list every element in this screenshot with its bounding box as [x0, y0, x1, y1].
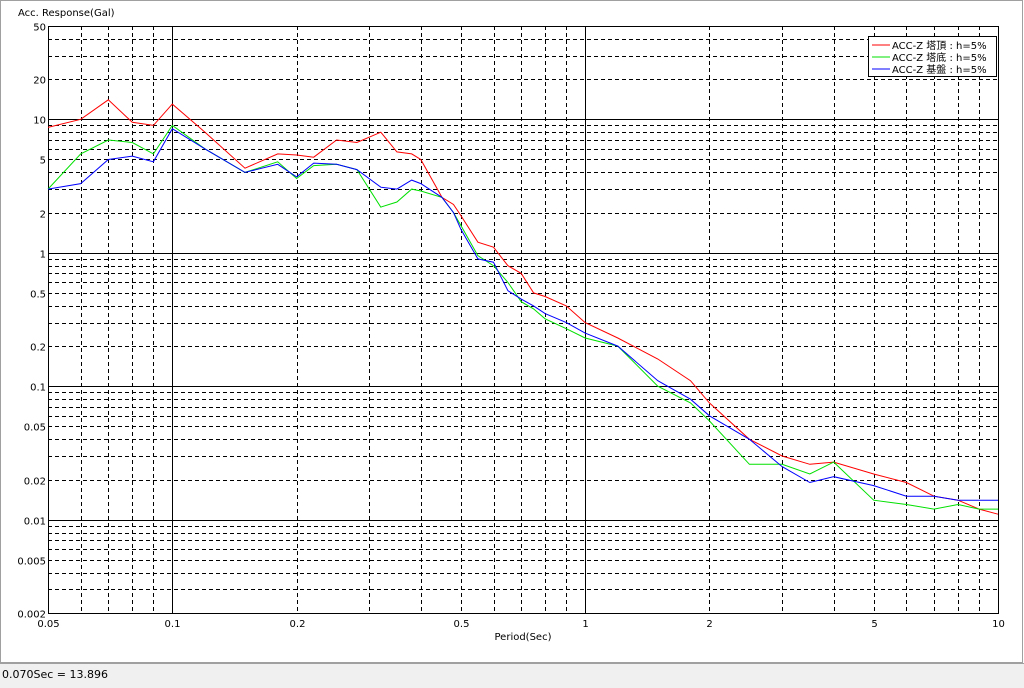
status-bar: 0.070Sec = 13.896: [0, 663, 1024, 688]
y-tick-label: 1: [40, 250, 46, 261]
y-tick-label: 0.05: [24, 423, 46, 434]
y-tick-label: 50: [33, 23, 46, 34]
series-line: [47, 99, 999, 515]
y-tick-label: 0.005: [17, 557, 46, 568]
y-tick-label: 0.01: [24, 517, 46, 528]
x-tick-label: 10: [992, 619, 1005, 630]
x-tick-label: 1: [582, 619, 588, 630]
y-tick-label: 0.002: [17, 610, 46, 621]
plot-frame: [48, 26, 999, 614]
x-tick-label: 0.2: [290, 619, 306, 630]
y-tick-label: 2: [40, 210, 46, 221]
y-axis-label: Acc. Response(Gal): [18, 8, 115, 19]
legend-label: ACC-Z 基盤 : h=5%: [892, 63, 987, 76]
x-tick-label: 2: [706, 619, 712, 630]
legend-label: ACC-Z 塔頂 : h=5%: [892, 39, 987, 52]
x-tick-label: 0.5: [454, 619, 470, 630]
y-tick-label: 0.02: [24, 477, 46, 488]
chart: Acc. Response(Gal) Period(Sec) 0.05 0.1 0.…: [0, 0, 1023, 663]
y-tick-label: 0.5: [30, 290, 46, 301]
x-tick-label: 0.1: [165, 619, 181, 630]
y-tick-label: 0.2: [30, 343, 46, 354]
y-tick-label: 10: [33, 116, 46, 127]
x-tick-label: 5: [871, 619, 877, 630]
y-tick-label: 20: [33, 76, 46, 87]
y-tick-label: 5: [40, 156, 46, 167]
x-axis-label: Period(Sec): [495, 632, 552, 643]
legend-label: ACC-Z 塔底 : h=5%: [892, 51, 987, 64]
series-line: [47, 128, 998, 501]
frame: [0, 0, 1023, 663]
y-tick-label: 0.1: [30, 383, 46, 394]
x-tick-label: 0.05: [37, 619, 59, 630]
